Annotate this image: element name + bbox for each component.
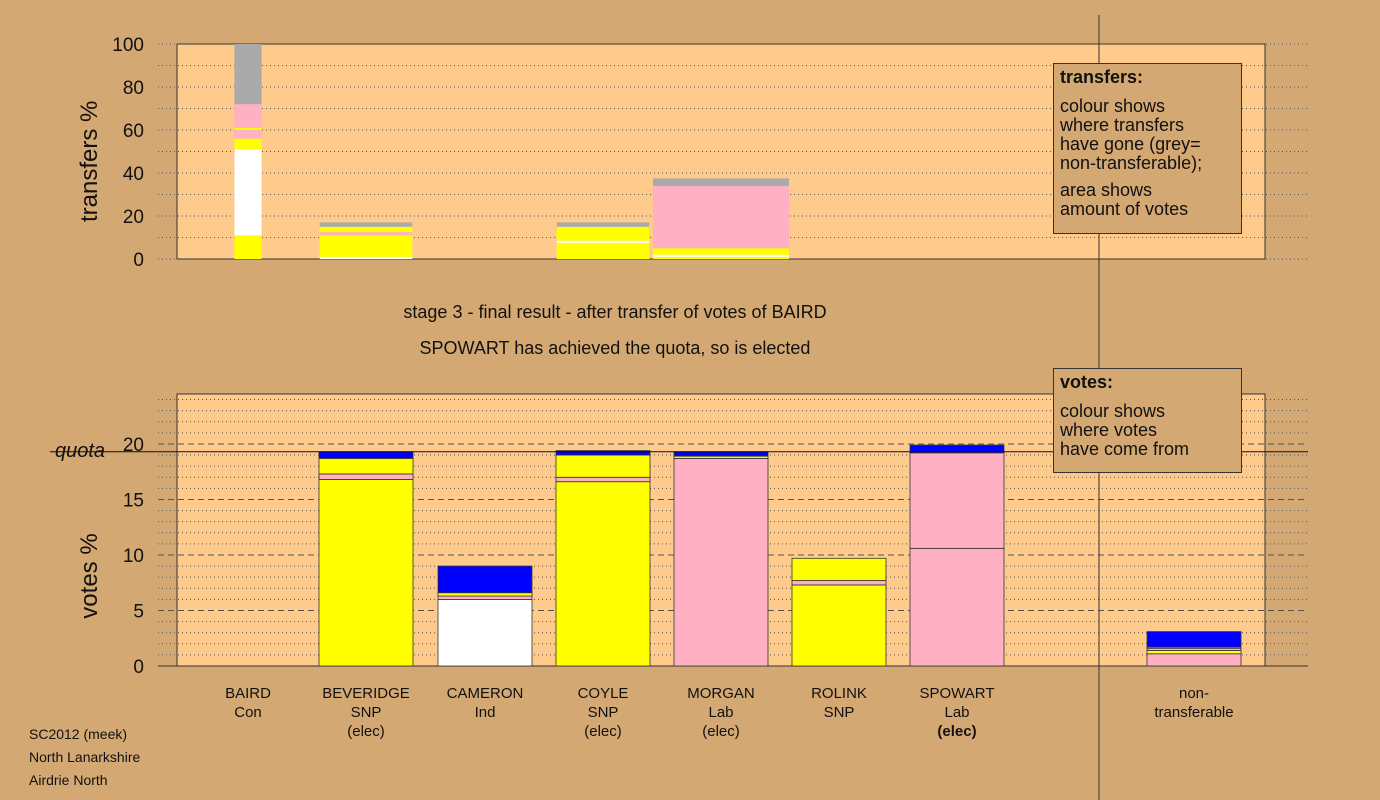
transfer-bar-segment — [319, 235, 413, 257]
footer-line-2: North Lanarkshire — [29, 749, 141, 765]
vote-bar-segment — [791, 584, 887, 667]
transfer-bar-segment — [234, 149, 262, 236]
candidate-label-cameron: CAMERON Ind — [446, 685, 524, 721]
vote-bar-segment — [318, 457, 414, 475]
transfers-y-tick-label: 80 — [123, 78, 144, 99]
transfer-bar-segment — [319, 232, 413, 236]
vote-bar-segment — [1146, 650, 1242, 655]
candidate-label-rolink: ROLINK SNP — [811, 685, 867, 721]
transfers-y-tick-label: 40 — [123, 164, 144, 185]
vote-bar-segment — [909, 452, 1005, 549]
transfer-bar-segment — [653, 256, 789, 259]
candidate-label-beveridge: BEVERIDGE SNP (elec) — [322, 685, 410, 740]
vote-bar-segment — [555, 450, 651, 456]
transfer-bar-segment — [653, 254, 789, 257]
stage-title: stage 3 - final result - after transfer … — [403, 302, 827, 322]
transfer-bar-segment — [234, 127, 262, 130]
votes-y-axis-label: votes % — [76, 533, 103, 619]
transfers-y-tick-label: 20 — [123, 207, 144, 228]
transfers-y-axis-label: transfers % — [76, 100, 103, 222]
transfer-bar-segment — [556, 226, 650, 241]
legend-votes-heading: votes: — [1060, 372, 1114, 392]
transfer-bar-segment — [234, 138, 262, 150]
candidate-label-baird: BAIRD Con — [225, 685, 271, 721]
transfer-bar-segment — [653, 185, 789, 249]
vote-bar-segment — [437, 565, 533, 594]
votes-y-tick-label: 15 — [123, 490, 144, 511]
legend-transfers-text-1: colour shows where transfers have gone (… — [1060, 96, 1203, 173]
vote-bar-segment — [555, 481, 651, 667]
transfer-bar-segment — [653, 248, 789, 255]
vote-bar-segment — [791, 557, 887, 581]
transfer-bar-segment — [234, 130, 262, 139]
transfer-bar-segment — [319, 222, 413, 227]
vote-bar-segment — [909, 547, 1005, 667]
vote-bar-segment — [1146, 631, 1242, 648]
vote-bar-segment — [437, 592, 533, 597]
candidate-label-nontransferable: non-transferable — [1154, 685, 1234, 721]
footer-line-1: SC2012 (meek) — [29, 726, 128, 742]
votes-y-tick-label: 0 — [133, 657, 144, 678]
vote-bar-segment — [318, 473, 414, 480]
legend-transfers: transfers: colour shows where transfers … — [1053, 63, 1242, 234]
votes-y-tick-label: 10 — [123, 546, 144, 567]
candidate-label-spowart: SPOWART Lab (elec) — [919, 685, 995, 740]
status-line: SPOWART has achieved the quota, so is el… — [419, 338, 811, 358]
vote-bar-segment — [437, 598, 533, 667]
transfer-bar-segment — [556, 222, 650, 227]
transfer-bar-segment — [556, 240, 650, 243]
vote-bar-segment — [318, 479, 414, 667]
vote-bar-segment — [1146, 653, 1242, 667]
vote-bar-segment — [437, 595, 533, 600]
vote-bar-segment — [555, 454, 651, 478]
vote-bar-segment — [673, 451, 769, 457]
transfer-bar-segment — [234, 104, 262, 128]
vote-bar-segment — [909, 444, 1005, 454]
vote-bar-segment — [673, 457, 769, 667]
legend-transfers-text-2: area shows amount of votes — [1060, 180, 1189, 219]
transfers-y-tick-label: 0 — [133, 250, 144, 271]
transfer-bar-segment — [319, 256, 413, 259]
transfer-bar-segment — [319, 226, 413, 233]
votes-y-tick-label: 5 — [133, 601, 144, 622]
transfer-bar-segment — [234, 235, 262, 259]
transfers-y-tick-label: 100 — [112, 35, 144, 56]
vote-bar-segment — [555, 476, 651, 483]
legend-votes-text: colour shows where votes have come from — [1060, 401, 1190, 459]
legend-transfers-heading: transfers: — [1060, 67, 1144, 87]
transfer-bar-segment — [653, 178, 789, 186]
transfers-y-tick-label: 60 — [123, 121, 144, 142]
vote-bar-segment — [791, 580, 887, 586]
candidate-label-morgan: MORGAN Lab (elec) — [687, 685, 755, 740]
candidate-label-coyle: COYLE SNP (elec) — [577, 685, 629, 740]
footer-line-3: Airdrie North — [29, 772, 108, 788]
transfer-bar-segment — [556, 242, 650, 259]
transfer-bar-segment — [234, 44, 262, 105]
vote-bar-segment — [318, 451, 414, 459]
votes-y-tick-label: 20 — [123, 435, 144, 456]
quota-label: quota — [55, 440, 106, 462]
legend-votes: votes: colour shows where votes have com… — [1053, 368, 1242, 473]
